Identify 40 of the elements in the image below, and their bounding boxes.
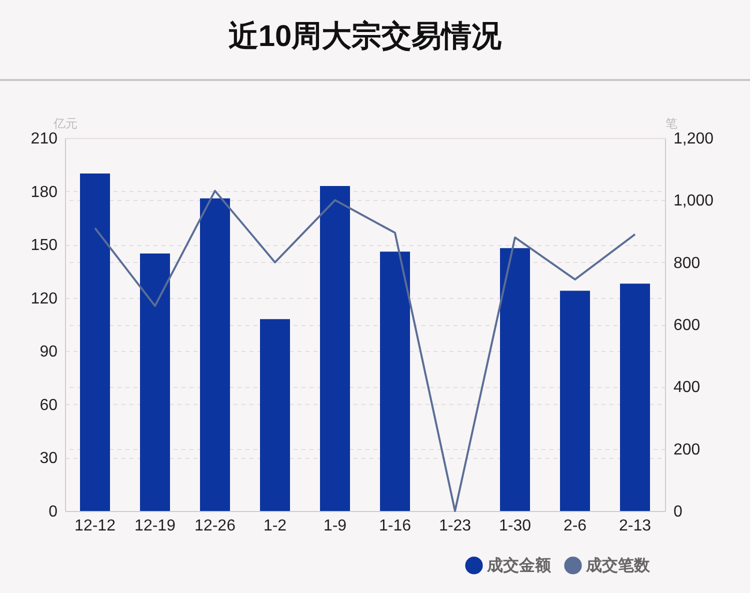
- y2-tick-label: 0: [674, 504, 682, 520]
- y-tick-label: 180: [30, 184, 58, 201]
- x-tick-label: 1-16: [378, 518, 412, 534]
- y2-tick-label: 600: [674, 317, 700, 334]
- bar: [620, 284, 650, 511]
- bar: [500, 248, 530, 511]
- x-tick-label: 2-6: [563, 518, 587, 534]
- legend-label: 成交笔数: [585, 555, 651, 574]
- bar: [380, 252, 410, 511]
- legend-label: 成交金额: [486, 555, 552, 574]
- y-tick-label: 120: [30, 290, 58, 308]
- x-tick-label: 1-30: [498, 518, 532, 534]
- y-tick-label: 0: [48, 504, 58, 520]
- y-axis-title: 亿元: [52, 116, 78, 130]
- x-tick-label: 12-12: [74, 518, 116, 534]
- y-tick-label: 60: [40, 396, 58, 414]
- bar: [260, 319, 290, 511]
- y2-tick-label: 200: [674, 441, 700, 458]
- y-tick-label: 210: [30, 130, 58, 148]
- x-tick-label: 1-23: [438, 518, 472, 534]
- bar: [200, 198, 230, 511]
- bar: [80, 174, 110, 511]
- x-tick-label: 12-26: [194, 518, 236, 534]
- y-tick-label: 90: [40, 344, 58, 361]
- x-tick-label: 1-2: [263, 518, 287, 534]
- x-tick-label: 12-19: [134, 518, 176, 534]
- y2-axis-title: 笔: [666, 116, 678, 130]
- bar: [320, 186, 350, 511]
- x-tick-label: 2-13: [618, 518, 652, 534]
- y2-tick-label: 800: [674, 254, 700, 272]
- y-tick-label: 30: [40, 450, 58, 468]
- y2-tick-label: 1,000: [674, 192, 714, 210]
- x-tick-label: 1-9: [323, 518, 347, 534]
- bar: [560, 290, 590, 511]
- y2-tick-label: 400: [674, 379, 700, 396]
- chart-title: 近10周大宗交易情况: [228, 19, 503, 53]
- y2-tick-label: 1,200: [674, 130, 714, 148]
- bar: [140, 253, 170, 511]
- line-series: [94, 190, 636, 512]
- y-tick-label: 150: [30, 237, 58, 254]
